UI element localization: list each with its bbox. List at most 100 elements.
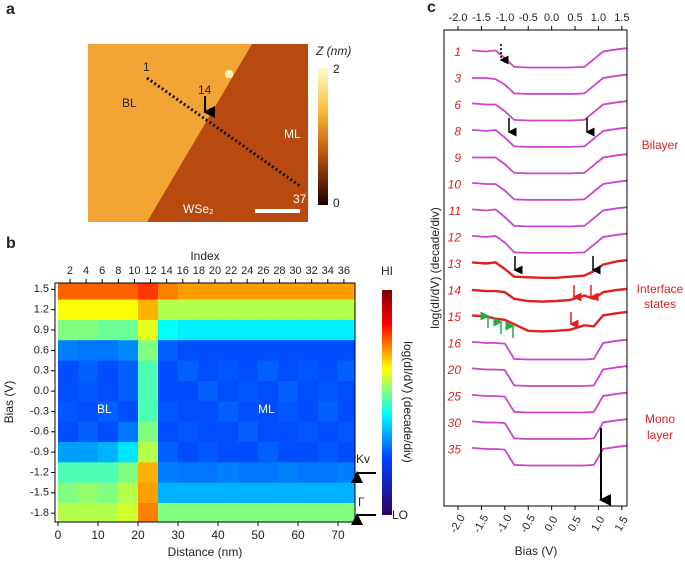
bilayer-region [88,44,252,222]
curve [472,47,627,69]
point-label: 1 [143,60,150,74]
heat-cell [298,462,319,484]
heat-cell [158,462,179,484]
heat-cell [278,401,299,423]
heat-cell [178,299,199,321]
heat-cell [298,421,319,443]
heat-cell [198,360,219,382]
heatmap [58,283,355,522]
heat-cell [238,421,259,443]
heat-cell [118,462,139,484]
z-tick: 2 [333,62,340,76]
heat-cell [198,299,219,321]
heat-cell [278,340,299,362]
x-tick-label: -1.0 [495,513,515,535]
x2-tick-label: 30 [289,265,301,277]
x2-tick-label: -0.5 [519,12,538,24]
x2-tick-label: 0.0 [544,12,559,24]
x2-tick-label: -1.5 [472,12,491,24]
heat-cell [158,441,179,463]
heat-cell [218,441,239,463]
heat-cell [138,360,159,382]
x-tick-label: 30 [171,528,185,542]
curve-label: 8 [454,125,461,139]
heat-cell [58,503,79,522]
heat-cell [58,401,79,423]
heat-cell [198,503,219,522]
heat-cell [198,380,219,402]
heat-cell [138,441,159,463]
heat-cell [258,380,279,402]
heat-cell [58,421,79,443]
heat-cell [138,283,159,301]
heat-cell [78,421,99,443]
heat-cell [218,299,239,321]
heat-cell [238,462,259,484]
heat-cell [178,462,199,484]
curve [472,73,627,95]
heat-cell [118,380,139,402]
curve [472,365,627,387]
heat-cell [338,401,355,423]
x2-tick-label: 10 [128,265,140,277]
heat-cell [218,401,239,423]
curve-label: 13 [448,257,462,271]
heat-cell [318,482,339,504]
heat-cell [178,441,199,463]
particle [225,70,233,78]
heat-cell [278,299,299,321]
curve-label: 10 [448,178,462,192]
heat-cell [198,482,219,504]
curve-label: 6 [454,98,461,112]
heat-cell [318,462,339,484]
heat-cell [98,340,119,362]
heat-cell [118,299,139,321]
heat-cell [338,319,355,341]
curve-label: 11 [449,204,461,218]
heat-cell [258,482,279,504]
heat-cell [118,340,139,362]
heat-cell [158,482,179,504]
heat-cell [298,299,319,321]
heat-cell [258,421,279,443]
curve [472,126,627,148]
heat-cell [258,299,279,321]
x-tick-label: 50 [251,528,265,542]
y-tick-label: 1.5 [34,283,49,295]
heat-cell [278,360,299,382]
heat-cell [158,299,179,321]
heat-cell [118,283,139,301]
heat-cell [78,482,99,504]
heat-cell [118,482,139,504]
heat-cell [98,401,119,423]
heat-cell [178,421,199,443]
heat-cell [238,482,259,504]
heat-cell [78,319,99,341]
x2-tick-label: 14 [161,265,173,277]
region-label: states [644,297,676,311]
heat-cell [338,503,355,522]
x2-tick-label: 20 [209,265,221,277]
heat-cell [338,340,355,362]
heat-cell [298,283,319,301]
y-tick-label: -0.6 [30,426,49,438]
region-label: Mono [645,412,675,426]
heat-cell [318,340,339,362]
heat-cell [318,401,339,423]
heat-cell [338,360,355,382]
region-label: layer [647,428,673,442]
y-tick-label: -0.9 [30,446,49,458]
heat-cell [218,319,239,341]
y-tick-label: 0.9 [34,324,49,336]
curve [472,287,627,303]
y-tick-label: 0.0 [34,385,49,397]
heat-cell [58,319,79,341]
curve-label: 30 [448,416,462,430]
region-label: WSe₂ [183,202,214,216]
heat-cell [178,503,199,522]
heat-cell [338,482,355,504]
heat-cell [118,319,139,341]
heat-cell [118,441,139,463]
heat-cell [278,283,299,301]
point-label: 14 [198,83,212,97]
